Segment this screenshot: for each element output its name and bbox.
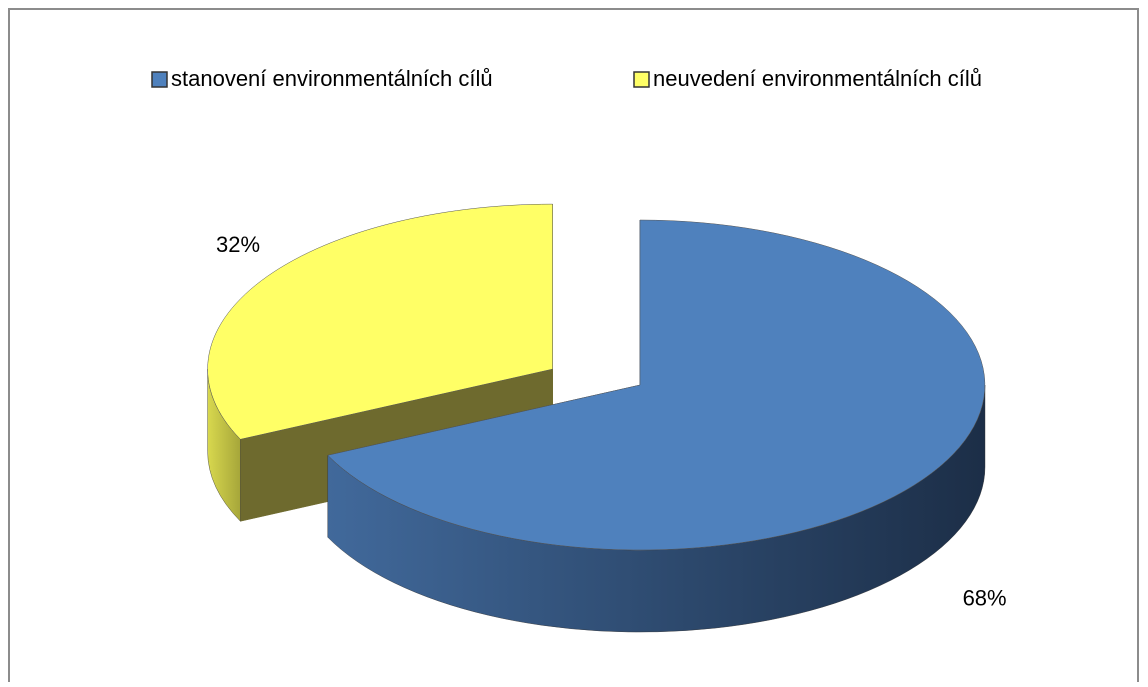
data-label: 32% — [216, 232, 260, 257]
data-label: 68% — [963, 586, 1007, 611]
legend-swatch — [152, 72, 167, 87]
legend-label: neuvedení environmentálních cílů — [653, 66, 982, 91]
legend-label: stanovení environmentálních cílů — [171, 66, 493, 91]
legend-swatch — [634, 72, 649, 87]
